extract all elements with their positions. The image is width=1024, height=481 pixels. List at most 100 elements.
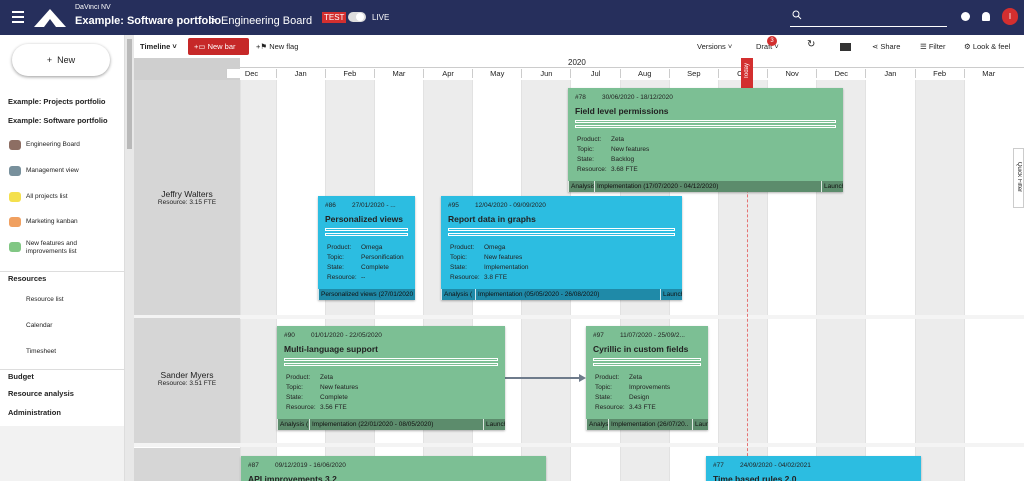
resource-link[interactable]: Resource list (26, 296, 64, 303)
year-header (240, 58, 1024, 68)
portfolio[interactable]: Example: Software portfolio (75, 15, 222, 27)
share-button[interactable]: ⋖ Share (872, 42, 901, 51)
draft-badge: 3 (767, 36, 777, 46)
field-value: 3.68 FTE (611, 166, 638, 173)
portfolio-link[interactable]: Example: Software portfolio (8, 116, 108, 125)
card-dates: 30/06/2020 - 18/12/2020 (602, 94, 673, 101)
board[interactable]: Engineering Board (221, 15, 313, 27)
view-link[interactable]: Engineering Board (26, 141, 80, 148)
view-link[interactable]: New features and improvements list (26, 240, 77, 255)
view-icon (9, 166, 21, 176)
today-marker: Today (741, 58, 753, 88)
filter-button[interactable]: ☰ Filter (920, 42, 946, 51)
field-value: 3.8 FTE (484, 274, 508, 281)
resource-capacity: Resource: 3.15 FTE (157, 199, 217, 206)
quick-filter-tab[interactable]: Quick Filter (1013, 148, 1024, 208)
logo (34, 9, 66, 27)
card-title: API improvements 3.2 (248, 474, 337, 481)
view-icon (9, 217, 21, 227)
resource-cell (134, 80, 240, 315)
print-button[interactable] (840, 43, 851, 51)
refresh-button[interactable]: ↻ (807, 39, 816, 50)
draft-button[interactable]: Draft ˅ (756, 42, 779, 51)
view-icon (9, 192, 21, 202)
phase-bar: Analysis (Implementation (05/05/2020 - 2… (441, 289, 682, 300)
progress-bar (325, 233, 408, 236)
view-link[interactable]: All projects list (26, 193, 68, 200)
new-bar-button[interactable]: +▭ New bar (188, 38, 249, 55)
phase-bar: Analysis Implementation (17/07/2020 - 04/… (568, 181, 843, 192)
card[interactable]: #77 24/09/2020 - 04/02/2021 Time based rul… (706, 456, 921, 481)
field-label: Product: (450, 244, 475, 251)
month-label: Nov (767, 69, 817, 78)
help[interactable] (961, 12, 970, 21)
view-link[interactable]: Management view (26, 167, 79, 174)
portfolio-link[interactable]: Example: Projects portfolio (8, 97, 106, 106)
look-button[interactable]: ⚙ Look & feel (964, 42, 1011, 51)
field-value: Implementation (484, 264, 529, 271)
month-label: Mar (373, 69, 424, 78)
month-label: Apr (423, 69, 473, 78)
phase: Implementation (17/07/2020 - 04/12/2020) (594, 181, 821, 192)
view-select[interactable]: Timeline ˅ (140, 42, 177, 51)
month-column (914, 80, 964, 481)
notifications[interactable] (982, 12, 990, 21)
resource-link[interactable]: Timesheet (26, 348, 57, 355)
field-label: Product: (595, 374, 620, 381)
view-link[interactable]: Marketing kanban (26, 218, 78, 225)
phase: Launch (483, 419, 505, 430)
year-label: 2020 (568, 58, 586, 67)
month-label: May (472, 69, 522, 78)
toolbar: Timeline ˅ +▭ New bar +⚑ New flag Versio… (134, 35, 1024, 58)
card[interactable]: #95 12/04/2020 - 09/09/2020 Report data in… (441, 196, 682, 300)
menu-button[interactable] (12, 11, 24, 23)
new-flag-button[interactable]: +⚑ New flag (256, 42, 299, 51)
month-label: Dec (816, 69, 866, 78)
env-live[interactable]: LIVE (372, 13, 390, 22)
card[interactable]: #78 30/06/2020 - 18/12/2020 Field level pe… (568, 88, 843, 192)
card-id: #87 (248, 462, 259, 469)
card-id: #95 (448, 202, 459, 209)
card-dates: 12/04/2020 - 09/09/2020 (475, 202, 546, 209)
card[interactable]: #86 27/01/2020 - ... Personalized views Pro… (318, 196, 415, 300)
field-label: State: (577, 156, 594, 163)
env-toggle[interactable] (348, 12, 366, 22)
progress-bar (575, 125, 836, 128)
resource-link[interactable]: Calendar (26, 322, 53, 329)
view-icon (9, 242, 21, 252)
card[interactable]: #90 01/01/2020 - 22/05/2020 Multi-language… (277, 326, 505, 430)
resources-group[interactable]: Resources (0, 271, 124, 283)
row-separator (134, 315, 1024, 319)
field-label: Resource: (327, 274, 357, 281)
phase: Analysis (568, 181, 594, 192)
env-test[interactable]: TEST (322, 12, 347, 23)
budget-group[interactable]: Budget (0, 369, 124, 381)
card-title: Personalized views (325, 214, 403, 224)
field-label: Resource: (286, 404, 316, 411)
search[interactable] (790, 8, 947, 27)
new-flag-label: New flag (269, 42, 299, 51)
card[interactable]: #87 09/12/2019 - 16/06/2020 API improvemen… (241, 456, 546, 481)
card-title: Report data in graphs (448, 214, 536, 224)
field-label: Topic: (577, 146, 594, 153)
progress-bar (448, 233, 675, 236)
card-dates: 11/07/2020 - 25/09/2... (620, 332, 685, 339)
card[interactable]: #97 11/07/2020 - 25/09/2... Cyrillic in cu… (586, 326, 708, 430)
versions-button[interactable]: Versions ˅ (697, 42, 733, 51)
admin-group[interactable]: Administration (8, 408, 61, 417)
new-button[interactable]: + New (12, 44, 110, 76)
phase: Analysis ( (441, 289, 475, 300)
field-value: Omega (361, 244, 383, 251)
user-avatar[interactable]: I (1002, 8, 1018, 25)
field-label: Product: (327, 244, 352, 251)
field-label: Resource: (450, 274, 480, 281)
field-value: Zeta (611, 136, 625, 143)
field-value: New features (611, 146, 650, 153)
card-title: Time based rules 2.0 (713, 474, 797, 481)
sidebar-scrollbar[interactable] (125, 35, 134, 481)
card-dates: 24/09/2020 - 04/02/2021 (740, 462, 811, 469)
card-title: Multi-language support (284, 344, 378, 354)
field-label: Topic: (327, 254, 344, 261)
phase: Implementation (22/01/2020 - 08/05/2020) (309, 419, 483, 430)
analysis-group[interactable]: Resource analysis (8, 389, 74, 398)
